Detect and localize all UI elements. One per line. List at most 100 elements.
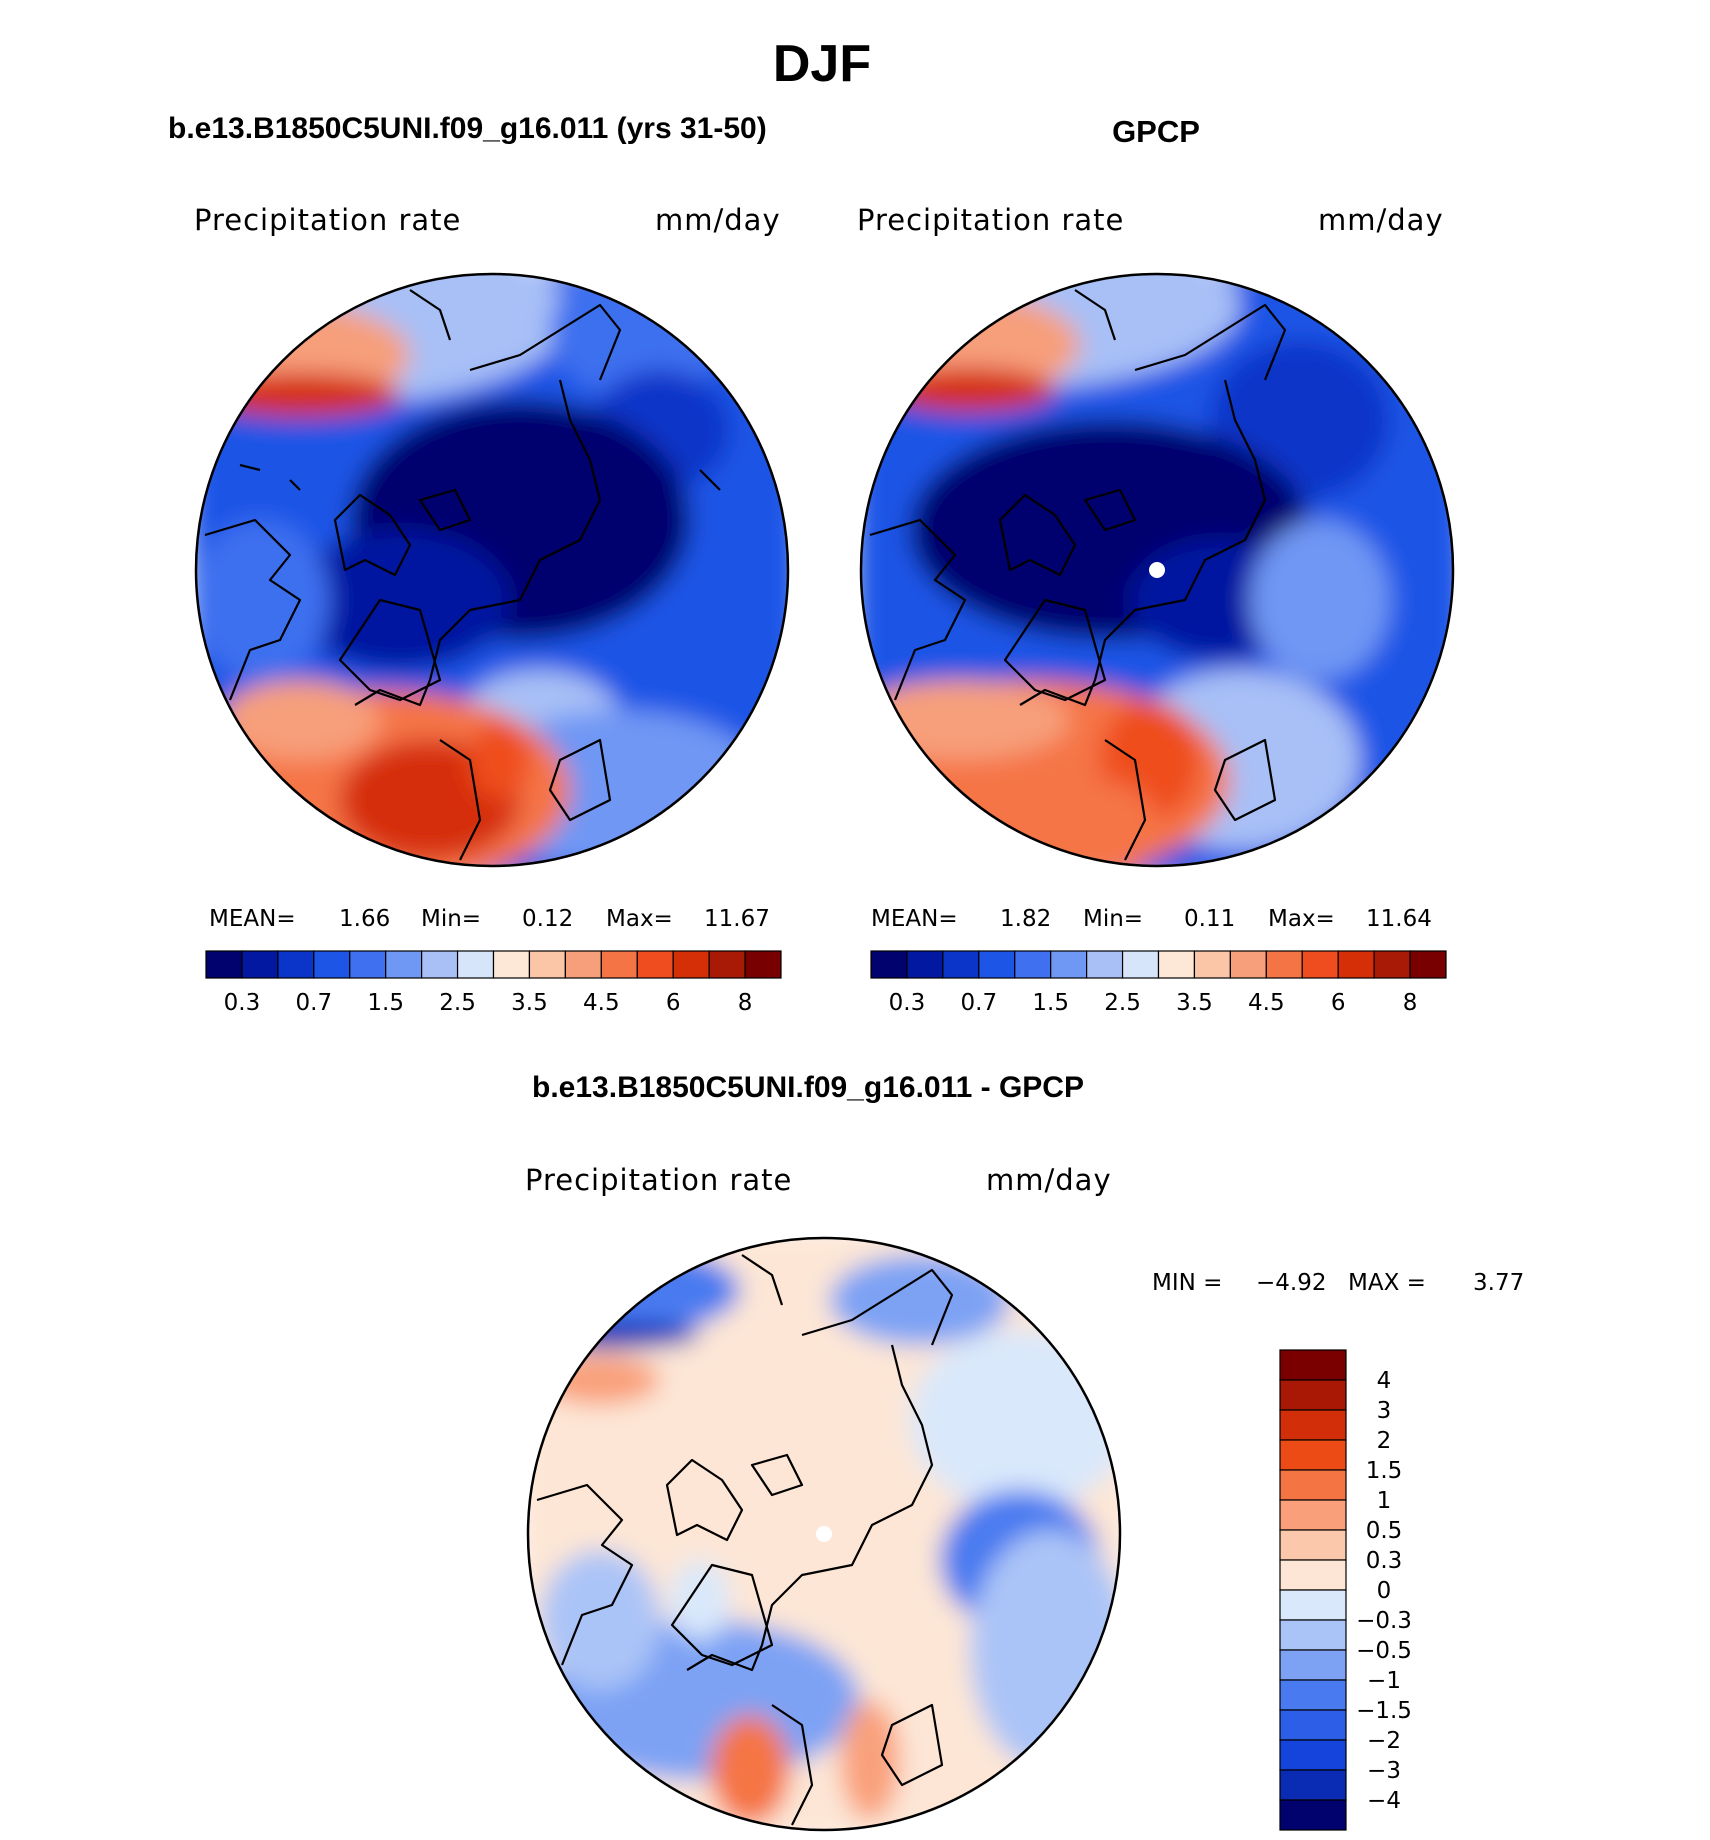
model-colorbar-tick-label: 1.5 [367,990,404,1016]
obs-colorbar-box [1373,950,1411,979]
diff-colorbar-tick-label: −0.3 [1356,1608,1412,1634]
diff-colorbar-tick-label: −4 [1367,1788,1401,1814]
diff-colorbar-tick-label: −0.5 [1356,1638,1412,1664]
obs-variable-label: Precipitation rate [857,203,1125,237]
obs-map [861,274,1453,866]
model-mean-value: 1.66 [339,906,391,932]
model-colorbar: 0.3 0.7 1.5 2.5 3.5 4.5 6 8 [205,950,782,1016]
diff-units-label: mm/day [986,1163,1112,1197]
obs-max-value: 11.64 [1366,906,1432,932]
diff-colorbar-box [1279,1709,1347,1741]
diff-max-label: MAX = [1348,1270,1426,1296]
obs-colorbar-tick-label: 6 [1331,990,1346,1016]
model-colorbar-box [421,950,459,979]
model-panel-title: b.e13.B1850C5UNI.f09_g16.011 (yrs 31-50) [168,112,767,145]
model-colorbar-box [528,950,566,979]
model-min-value: 0.12 [522,906,574,932]
diff-colorbar-box [1279,1499,1347,1531]
diff-colorbar-box [1279,1379,1347,1411]
model-colorbar-tick-label: 0.7 [296,990,333,1016]
model-colorbar-tick-label: 0.3 [224,990,261,1016]
diff-colorbar-tick-label: 2 [1377,1428,1392,1454]
diff-colorbar-tick-label: 3 [1377,1398,1392,1424]
obs-max-label: Max= [1268,906,1335,932]
diff-colorbar-tick-label: 0 [1377,1578,1392,1604]
model-colorbar-tick-label: 8 [738,990,753,1016]
obs-colorbar-box [942,950,980,979]
obs-colorbar-tick-label: 8 [1403,990,1418,1016]
diff-colorbar-box [1279,1439,1347,1471]
diff-colorbar-tick-label: 0.3 [1366,1548,1403,1574]
model-min-label: Min= [421,906,482,932]
obs-min-value: 0.11 [1184,906,1236,932]
diff-colorbar-box [1279,1409,1347,1441]
diff-colorbar-box [1279,1589,1347,1621]
diff-colorbar-tick-label: −1 [1367,1668,1401,1694]
obs-mean-label: MEAN= [871,906,958,932]
diff-colorbar-box [1279,1559,1347,1591]
obs-colorbar-box [1301,950,1339,979]
diff-min-value: −4.92 [1256,1270,1327,1296]
obs-colorbar: 0.3 0.7 1.5 2.5 3.5 4.5 6 8 [870,950,1447,1016]
obs-colorbar-tick-label: 1.5 [1032,990,1069,1016]
diff-colorbar: 4 3 2 1.5 1 0.5 0.3 0 −0.3 −0.5 −1 −1.5 −2 −3 −4 [1279,1349,1412,1831]
obs-colorbar-tick-label: 3.5 [1176,990,1213,1016]
obs-colorbar-box [1409,950,1447,979]
model-colorbar-box [600,950,638,979]
model-colorbar-box [313,950,351,979]
model-colorbar-box [205,950,243,979]
obs-mean-value: 1.82 [1000,906,1052,932]
season-title: DJF [772,35,872,93]
obs-colorbar-box [978,950,1016,979]
diff-colorbar-tick-label: 1 [1377,1488,1392,1514]
model-colorbar-box [277,950,315,979]
diff-map [528,1238,1120,1830]
obs-colorbar-box [870,950,908,979]
model-colorbar-box [456,950,495,979]
diff-colorbar-box [1279,1649,1347,1681]
diff-colorbar-box [1279,1349,1347,1381]
obs-colorbar-tick-label: 4.5 [1248,990,1285,1016]
model-max-value: 11.67 [704,906,770,932]
model-map-border [194,272,790,868]
model-colorbar-tick-label: 2.5 [439,990,476,1016]
obs-colorbar-tick-label: 2.5 [1104,990,1141,1016]
obs-colorbar-box [906,950,944,979]
obs-min-label: Min= [1083,906,1144,932]
diff-colorbar-tick-label: −3 [1367,1758,1401,1784]
model-units-label: mm/day [655,203,781,237]
diff-colorbar-box [1279,1469,1347,1501]
diff-colorbar-box [1279,1679,1347,1711]
diff-colorbar-box [1279,1769,1347,1801]
diff-map-border [526,1236,1122,1832]
diff-colorbar-box [1279,1619,1347,1651]
diff-colorbar-box [1279,1799,1347,1831]
model-colorbar-tick-label: 4.5 [583,990,620,1016]
model-variable-label: Precipitation rate [194,203,462,237]
model-colorbar-box [708,950,746,979]
diff-colorbar-box [1279,1529,1347,1561]
obs-colorbar-tick-label: 0.7 [961,990,998,1016]
obs-map-border [859,272,1455,868]
obs-colorbar-box [1086,950,1124,979]
obs-panel-title: GPCP [1112,114,1200,149]
diff-colorbar-tick-label: 1.5 [1366,1458,1403,1484]
model-colorbar-tick-label: 3.5 [511,990,548,1016]
model-colorbar-box [385,950,423,979]
model-max-label: Max= [606,906,673,932]
obs-units-label: mm/day [1318,203,1444,237]
obs-colorbar-box [1050,950,1088,979]
obs-colorbar-tick-label: 0.3 [889,990,926,1016]
model-colorbar-box [349,950,387,979]
diff-panel-title: b.e13.B1850C5UNI.f09_g16.011 - GPCP [532,1071,1084,1104]
model-colorbar-box [744,950,782,979]
obs-colorbar-box [1193,950,1231,979]
obs-colorbar-box [1337,950,1375,979]
diff-colorbar-tick-label: −2 [1367,1728,1401,1754]
model-colorbar-box [564,950,602,979]
obs-colorbar-box [1121,950,1160,979]
obs-colorbar-box [1157,950,1196,979]
model-colorbar-box [636,950,674,979]
diff-max-value: 3.77 [1473,1270,1525,1296]
